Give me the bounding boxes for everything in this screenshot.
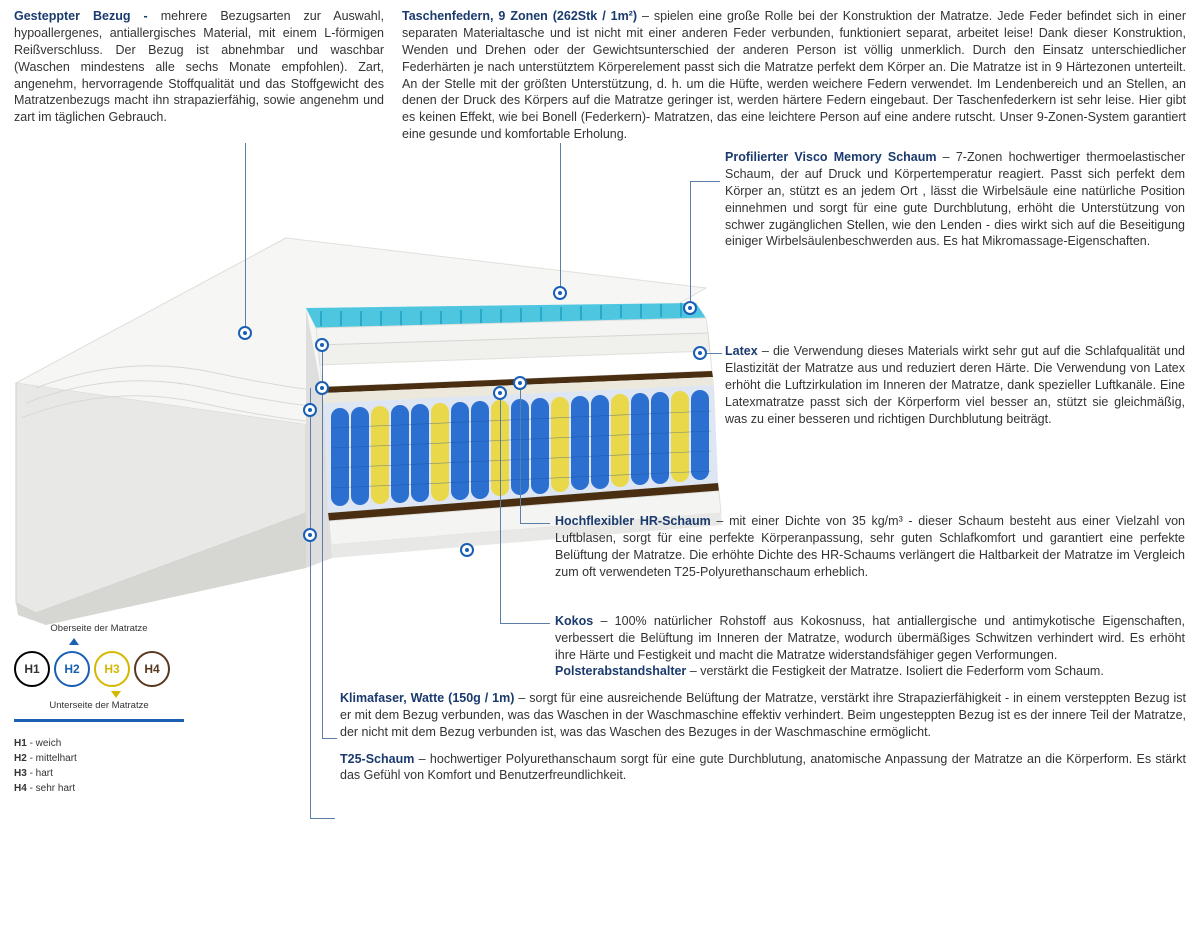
callout-hr-foam: Hochflexibler HR-Schaum – mit einer Dich…	[555, 513, 1185, 581]
leader-line	[560, 143, 561, 293]
hardness-circle-h3: H3	[94, 651, 130, 687]
cover-title: Gesteppter Bezug -	[14, 9, 148, 23]
cover-description: Gesteppter Bezug - mehrere Bezugsarten z…	[14, 8, 384, 143]
hardness-legend-list: H1 - weich H2 - mittelhart H3 - hart H4 …	[14, 736, 184, 796]
marker-icon	[553, 286, 567, 300]
callout-title: Polsterabstandshalter	[555, 664, 686, 678]
callout-body: – die Verwendung dieses Materials wirkt …	[725, 344, 1185, 426]
callout-kokos: Kokos – 100% natürlicher Rohstoff aus Ko…	[555, 613, 1185, 664]
leader-line	[322, 343, 323, 738]
cover-body: mehrere Bezugsarten zur Auswahl, hypoall…	[14, 9, 384, 124]
callout-body: – verstärkt die Festigkeit der Matratze.…	[686, 664, 1104, 678]
callout-visco: Profilierter Visco Memory Schaum – 7-Zon…	[725, 149, 1185, 250]
triangle-down-icon	[111, 691, 121, 698]
callout-title: Klimafaser, Watte (150g / 1m)	[340, 691, 514, 705]
marker-icon	[460, 543, 474, 557]
callout-polster: Polsterabstandshalter – verstärkt die Fe…	[555, 663, 1186, 680]
springs-body: – spielen eine große Rolle bei der Konst…	[402, 9, 1186, 141]
callout-klimafaser: Klimafaser, Watte (150g / 1m) – sorgt fü…	[340, 690, 1186, 741]
marker-icon	[513, 376, 527, 390]
leader-line	[245, 143, 246, 333]
leader-line	[520, 383, 521, 523]
top-text-row: Gesteppter Bezug - mehrere Bezugsarten z…	[0, 0, 1200, 143]
hardness-top-label: Oberseite der Matratze	[14, 623, 184, 636]
callout-title: Profilierter Visco Memory Schaum	[725, 150, 936, 164]
leader-line	[690, 181, 720, 182]
callout-body: – hochwertiger Polyurethanschaum sorgt f…	[340, 752, 1186, 783]
leader-line	[500, 623, 550, 624]
triangle-up-icon	[69, 638, 79, 645]
leader-line	[322, 738, 337, 739]
marker-icon	[315, 381, 329, 395]
callout-body: – 7-Zonen hochwertiger thermoelastischer…	[725, 150, 1185, 248]
diagram-section: Profilierter Visco Memory Schaum – 7-Zon…	[0, 143, 1200, 663]
marker-icon	[238, 326, 252, 340]
marker-icon	[315, 338, 329, 352]
divider	[14, 719, 184, 722]
marker-icon	[493, 386, 507, 400]
hardness-circle-h1: H1	[14, 651, 50, 687]
springs-title: Taschenfedern, 9 Zonen (262Stk / 1m²)	[402, 9, 637, 23]
callout-t25: T25-Schaum – hochwertiger Polyurethansch…	[340, 751, 1186, 785]
marker-icon	[303, 403, 317, 417]
leader-line	[310, 388, 311, 818]
hardness-legend: Oberseite der Matratze H1 H2 H3 H4 Unter…	[14, 623, 184, 796]
callout-title: T25-Schaum	[340, 752, 414, 766]
marker-icon	[693, 346, 707, 360]
callout-title: Latex	[725, 344, 758, 358]
leader-line	[310, 818, 335, 819]
hardness-circle-h4: H4	[134, 651, 170, 687]
leader-line	[500, 393, 501, 623]
hardness-circle-h2: H2	[54, 651, 90, 687]
marker-icon	[303, 528, 317, 542]
marker-icon	[683, 301, 697, 315]
callout-body: – 100% natürlicher Rohstoff aus Kokosnus…	[555, 614, 1185, 662]
callout-title: Kokos	[555, 614, 593, 628]
callout-title: Hochflexibler HR-Schaum	[555, 514, 711, 528]
callout-latex: Latex – die Verwendung dieses Materials …	[725, 343, 1185, 427]
springs-description: Taschenfedern, 9 Zonen (262Stk / 1m²) – …	[402, 8, 1186, 143]
leader-line	[520, 523, 550, 524]
leader-line	[690, 181, 691, 306]
hardness-circle-row: H1 H2 H3 H4	[14, 651, 184, 687]
hardness-bottom-label: Unterseite der Matratze	[14, 700, 184, 713]
